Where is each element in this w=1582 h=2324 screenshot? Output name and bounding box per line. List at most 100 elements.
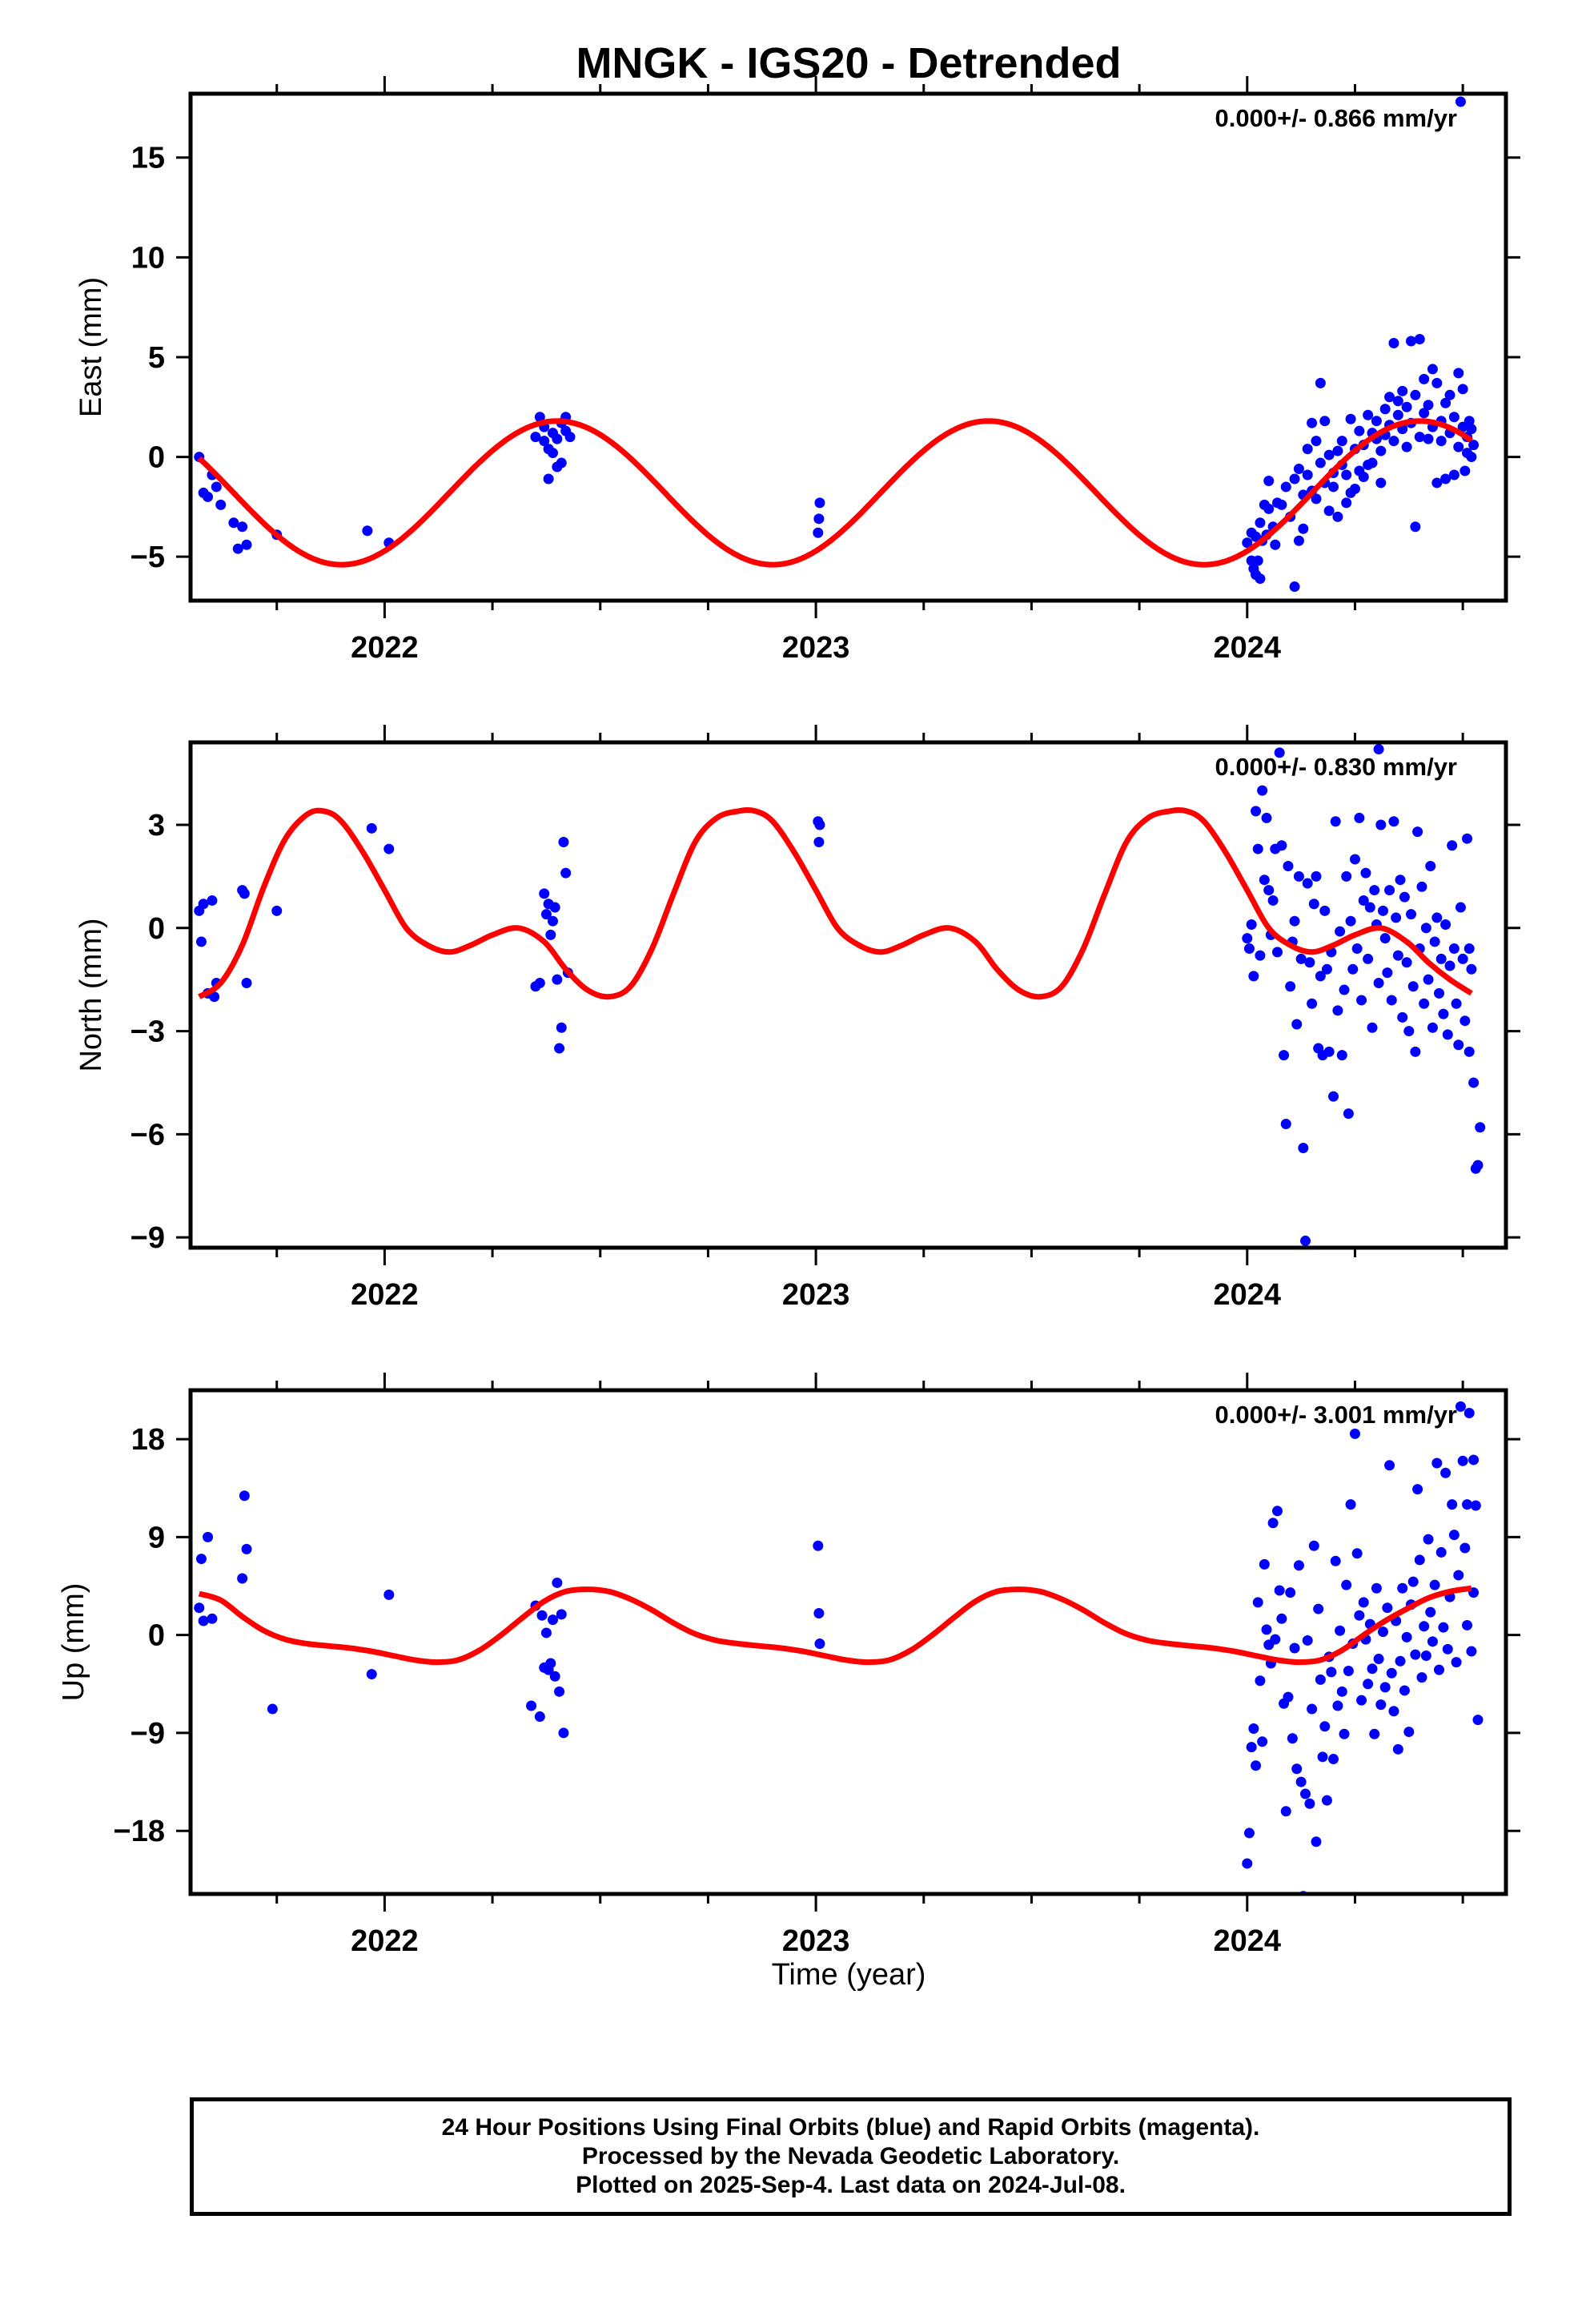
data-point: [1419, 408, 1430, 419]
data-point: [556, 1609, 567, 1620]
footer-line-3: Plotted on 2025-Sep-4. Last data on 2024…: [576, 2172, 1126, 2198]
data-point: [1435, 953, 1447, 964]
rate-text: 0.000+/- 0.866 mm/yr: [1215, 104, 1457, 132]
data-point: [195, 936, 207, 947]
data-point: [1442, 1643, 1453, 1655]
data-point: [1271, 1506, 1283, 1517]
data-point: [1354, 425, 1365, 436]
data-point: [530, 432, 541, 443]
data-point: [194, 1602, 205, 1614]
data-point: [366, 1669, 377, 1680]
data-point: [1270, 1634, 1281, 1645]
data-point: [540, 1627, 552, 1638]
data-point: [198, 899, 209, 910]
data-point: [1302, 469, 1313, 480]
data-point: [1444, 389, 1456, 400]
data-point: [1420, 1650, 1431, 1661]
data-point: [1315, 1674, 1326, 1685]
rate-text: 0.000+/- 3.001 mm/yr: [1215, 1401, 1457, 1429]
panel-frame: [188, 91, 1508, 603]
data-point: [241, 977, 252, 988]
data-points: [194, 744, 1486, 1246]
data-point: [1453, 1039, 1464, 1051]
panels: 2022 2023 2024 −5 0 5 10 15 East (mm) 0.000+/- 0.…: [57, 76, 1520, 1958]
data-point: [1388, 338, 1399, 349]
data-point: [1293, 535, 1304, 546]
data-points: [194, 96, 1480, 593]
data-point: [1412, 1484, 1423, 1495]
data-point: [1319, 905, 1331, 916]
data-point: [1295, 953, 1307, 964]
data-point: [1251, 806, 1262, 817]
data-point: [1317, 1751, 1328, 1763]
data-point: [1287, 1733, 1298, 1744]
data-point: [1472, 1715, 1484, 1726]
data-point: [1341, 870, 1352, 882]
data-point: [1363, 953, 1374, 964]
data-point: [1429, 1579, 1440, 1590]
data-point: [1259, 875, 1270, 886]
data-point: [1302, 1634, 1313, 1646]
data-point: [1255, 517, 1266, 529]
data-point: [1457, 1455, 1468, 1466]
data-point: [1440, 397, 1452, 408]
data-point: [1289, 915, 1300, 927]
data-point: [1466, 452, 1477, 463]
data-point: [1455, 96, 1466, 107]
x-tick-label: 2023: [782, 1278, 850, 1312]
data-point: [362, 525, 373, 537]
data-point: [1371, 1582, 1382, 1594]
data-point: [813, 527, 824, 538]
data-point: [1384, 885, 1395, 896]
data-point: [209, 991, 220, 1003]
y-tick-label: −9: [130, 1221, 165, 1255]
data-point: [1349, 1428, 1360, 1439]
data-point: [560, 867, 572, 879]
chart-title: MNGK - IGS20 - Detrended: [576, 39, 1121, 87]
data-point: [1395, 1655, 1406, 1667]
data-point: [1360, 867, 1371, 879]
data-point: [1440, 1467, 1452, 1478]
data-point: [1252, 555, 1263, 566]
data-point: [1386, 1667, 1397, 1679]
data-point: [1252, 1597, 1263, 1608]
data-point: [814, 1638, 825, 1650]
x-tick-label: 2022: [351, 631, 419, 665]
data-point: [1466, 963, 1477, 975]
data-point: [1335, 926, 1346, 937]
data-point: [1321, 963, 1332, 975]
data-point: [1464, 416, 1475, 427]
data-point: [1447, 840, 1458, 851]
data-point: [1259, 1558, 1270, 1570]
data-point: [1298, 523, 1309, 534]
data-point: [1291, 1019, 1303, 1030]
data-point: [241, 1543, 252, 1554]
data-point: [1336, 436, 1347, 447]
data-point: [1412, 826, 1423, 838]
data-point: [534, 977, 545, 988]
data-point: [1358, 471, 1369, 482]
y-axis-label: East (mm): [74, 277, 108, 417]
data-point: [1379, 1682, 1391, 1693]
data-point: [1293, 870, 1304, 882]
data-point: [1336, 1050, 1347, 1061]
data-point: [1335, 1625, 1346, 1636]
model-curve: [197, 418, 1473, 568]
data-point: [1462, 1499, 1473, 1510]
data-point: [1280, 481, 1291, 493]
y-tick-label: 0: [148, 441, 165, 475]
panel-frame: [188, 1388, 1508, 1896]
y-tick-label: 15: [131, 142, 165, 175]
y-axis-label: North (mm): [74, 918, 108, 1072]
data-point: [547, 1614, 558, 1626]
data-point: [1323, 505, 1335, 517]
data-point: [1375, 477, 1387, 489]
data-point: [1419, 1621, 1430, 1632]
data-point: [211, 481, 222, 493]
data-point: [1295, 1776, 1307, 1787]
data-point: [1399, 1685, 1410, 1696]
data-point: [540, 909, 552, 920]
data-point: [195, 1554, 207, 1565]
data-point: [1280, 1806, 1291, 1817]
